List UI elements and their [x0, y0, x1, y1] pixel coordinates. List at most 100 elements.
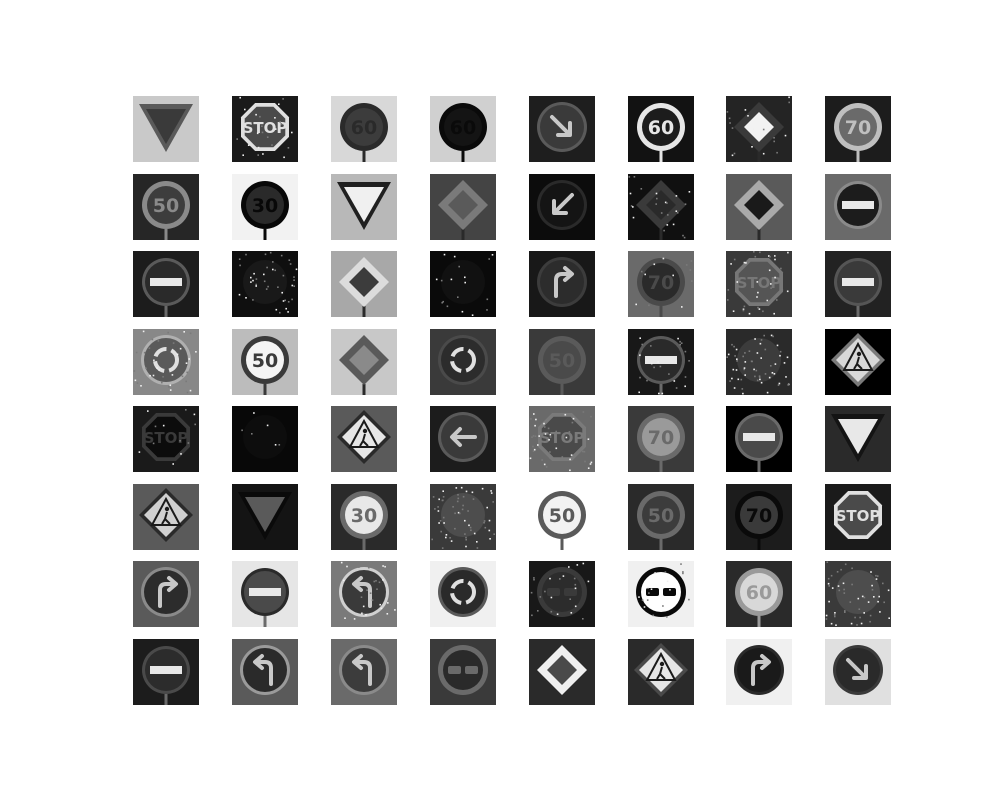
noise-speckle — [261, 125, 263, 127]
priority-sign-icon — [339, 335, 389, 395]
sign-tile-speed: 60 — [628, 96, 694, 162]
sign-tile-yield — [331, 174, 397, 240]
stop-label: STOP — [836, 507, 881, 525]
sign-thumbnail — [430, 561, 496, 627]
noise-speckle — [171, 374, 174, 376]
noise-speckle — [673, 380, 676, 382]
noise-speckle — [280, 254, 283, 257]
priority-sign-icon — [636, 180, 686, 240]
noise-speckle — [784, 134, 787, 137]
noise-speckle — [281, 291, 283, 294]
noise-speckle — [650, 588, 653, 590]
stop-sign-icon: STOP — [142, 413, 190, 461]
sign-thumbnail — [430, 484, 496, 550]
noise-speckle — [293, 276, 295, 278]
noise-speckle — [532, 450, 535, 452]
sign-tile-blank — [430, 251, 496, 317]
noise-speckle — [690, 260, 693, 262]
sign-thumbnail: 50 — [133, 174, 199, 240]
sign-tile-roundabout — [133, 329, 199, 395]
noise-speckle — [786, 356, 789, 359]
noise-speckle — [358, 566, 360, 568]
nopassing-sign-icon — [438, 645, 488, 695]
noise-speckle — [441, 301, 443, 304]
noise-speckle — [742, 308, 745, 311]
noise-speckle — [867, 601, 870, 603]
noise-speckle — [774, 276, 776, 279]
noise-speckle — [851, 583, 853, 586]
pedestrian-sign-icon — [337, 410, 391, 464]
sign-thumbnail — [529, 561, 595, 627]
noise-speckle — [186, 371, 188, 374]
noise-speckle — [770, 334, 773, 337]
noise-speckle — [768, 255, 770, 257]
noise-speckle — [875, 574, 877, 577]
noise-speckle — [538, 435, 540, 437]
noise-speckle — [727, 289, 730, 291]
noise-speckle — [731, 127, 734, 129]
sign-thumbnail — [628, 329, 694, 395]
noise-speckle — [443, 522, 445, 524]
noise-speckle — [830, 574, 833, 577]
noise-speckle — [675, 195, 678, 197]
noise-speckle — [379, 603, 381, 606]
noise-speckle — [648, 592, 650, 594]
noise-speckle — [574, 587, 577, 590]
noise-speckle — [639, 376, 641, 379]
noise-speckle — [274, 269, 276, 272]
noise-speckle — [646, 618, 649, 621]
noise-speckle — [376, 588, 378, 590]
noise-speckle — [740, 378, 743, 381]
noise-speckle — [550, 610, 553, 613]
noise-speckle — [457, 497, 460, 500]
noise-speckle — [473, 532, 476, 535]
noise-speckle — [843, 588, 845, 591]
noise-speckle — [849, 601, 852, 603]
pedestrian-sign-icon — [139, 488, 193, 542]
noise-speckle — [640, 188, 643, 190]
noise-speckle — [255, 113, 257, 116]
noise-speckle — [871, 584, 873, 587]
noise-speckle — [472, 498, 475, 500]
sign-thumbnail — [825, 329, 891, 395]
stop-sign-icon: STOP — [834, 491, 882, 539]
noise-speckle — [465, 545, 467, 548]
noise-speckle — [835, 624, 837, 626]
noise-speckle — [644, 273, 646, 276]
noise-speckle — [264, 253, 267, 256]
noise-speckle — [530, 591, 533, 594]
noise-speckle — [138, 451, 141, 453]
noise-speckle — [873, 596, 875, 598]
noise-speckle — [266, 266, 268, 269]
noise-speckle — [732, 310, 735, 312]
sign-thumbnail — [825, 561, 891, 627]
noise-speckle — [743, 261, 746, 264]
noise-speckle — [162, 376, 164, 378]
noise-speckle — [662, 257, 665, 260]
sign-tile-blank — [232, 251, 298, 317]
sign-thumbnail — [726, 406, 792, 472]
noise-speckle — [486, 506, 488, 509]
blank-sign-icon — [441, 260, 485, 304]
speed-limit-label: 50 — [153, 195, 179, 217]
noise-speckle — [729, 122, 731, 124]
noise-speckle — [680, 563, 682, 565]
noise-speckle — [684, 203, 687, 205]
noise-speckle — [438, 522, 440, 524]
noise-speckle — [773, 137, 775, 139]
noise-speckle — [774, 363, 777, 365]
noise-speckle — [256, 132, 259, 135]
sign-tile-nopassing — [628, 561, 694, 627]
noise-speckle — [677, 337, 679, 340]
sign-tile-priority — [331, 251, 397, 317]
noise-speckle — [454, 527, 456, 530]
noise-speckle — [641, 343, 643, 346]
noise-speckle — [857, 597, 860, 600]
noise-speckle — [549, 451, 551, 453]
sign-thumbnail: 70 — [628, 251, 694, 317]
sign-thumbnail: 50 — [529, 329, 595, 395]
arrow-sign-icon — [339, 645, 389, 695]
noise-speckle — [266, 136, 269, 138]
noise-speckle — [462, 495, 465, 498]
noise-speckle — [870, 571, 872, 573]
